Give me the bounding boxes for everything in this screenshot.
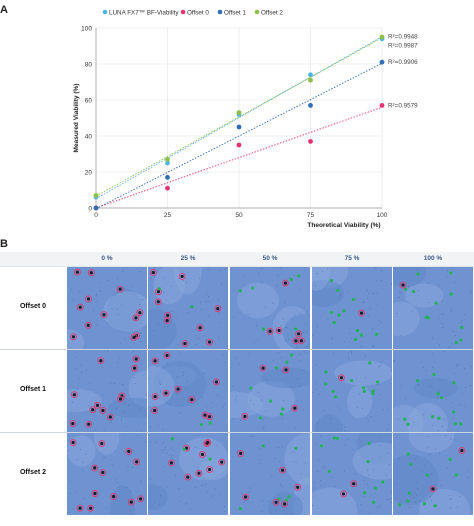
legend-entry: Offset 0: [187, 9, 209, 16]
micrograph-tile: [312, 267, 392, 349]
micrograph-cells: [393, 433, 473, 515]
data-point: [165, 175, 170, 180]
micrograph-tile: [230, 433, 310, 515]
row-label: Offset 1: [19, 386, 47, 393]
micrograph-tile: [148, 433, 228, 515]
y-tick-label: 40: [85, 133, 93, 140]
legend-marker: [217, 9, 223, 15]
micrograph-cells: [393, 267, 473, 348]
data-point: [308, 72, 313, 78]
data-point: [379, 59, 385, 65]
x-tick-label: 50: [235, 212, 243, 219]
data-point: [308, 103, 313, 108]
panel-b-label: B: [0, 238, 8, 250]
micrograph-tile: [230, 267, 310, 349]
legend-marker: [102, 9, 108, 15]
micrograph-cells: [148, 352, 227, 430]
micrograph-cells: [148, 267, 228, 349]
micrograph-tile: [67, 350, 147, 432]
x-tick-label: 100: [377, 212, 388, 219]
micrograph-cells: [312, 267, 392, 348]
column-header: 50 %: [262, 255, 278, 262]
x-axis-label: Theoretical Viability (%): [307, 222, 380, 229]
legend-marker: [254, 9, 260, 15]
micrograph-tile: [148, 350, 228, 432]
micrograph-cells: [393, 350, 473, 432]
y-tick-label: 0: [88, 205, 92, 212]
micrograph-tile: [393, 267, 473, 349]
data-point: [379, 34, 385, 40]
column-header: 75 %: [344, 255, 360, 262]
column-header: 25 %: [180, 255, 196, 262]
micrograph-cells: [148, 437, 228, 513]
y-tick-label: 20: [85, 169, 93, 176]
y-axis-label: Measured Viability (%): [73, 84, 80, 153]
trendline-1: [95, 106, 383, 209]
micrograph-cells: [312, 433, 392, 515]
micrograph-cells: [67, 433, 147, 515]
data-point: [165, 160, 170, 166]
legend-entry: Offset 1: [224, 9, 246, 16]
data-point: [308, 77, 313, 83]
grid-header: [0, 252, 474, 267]
micrograph-cells: [67, 268, 147, 349]
micrograph-tile: [230, 350, 310, 432]
data-point: [236, 142, 242, 148]
micrograph-tile: [393, 433, 473, 515]
data-point: [308, 139, 313, 144]
column-header: 100 %: [423, 255, 443, 262]
x-tick-label: 75: [307, 212, 315, 219]
row-separator: [0, 349, 474, 350]
row-label: Offset 0: [19, 303, 47, 310]
data-point: [379, 103, 385, 108]
row-label: Offset 2: [19, 469, 47, 476]
legend-marker: [180, 9, 186, 15]
column-header: 0 %: [101, 255, 113, 262]
data-point: [93, 205, 99, 211]
micrograph-cells: [230, 267, 310, 349]
micrograph-cells: [230, 433, 310, 515]
r2-label: R²=0.9906: [388, 59, 418, 66]
micrograph-tile: [393, 350, 473, 432]
x-tick-label: 25: [164, 212, 172, 219]
y-tick-label: 100: [81, 25, 92, 32]
trendline-0: [95, 36, 383, 200]
data-point: [93, 193, 99, 198]
legend-entry: LUNA FX7™ BF-Viability: [109, 9, 179, 16]
micrograph-cells: [67, 350, 147, 432]
data-point: [165, 185, 170, 191]
data-point: [165, 157, 170, 162]
r2-label: R²=0.9948: [388, 33, 418, 40]
microscopy-image-grid: 0 % 25 % 50 % 75 % 100 % Offset 0 Offset 1 Offs…: [0, 252, 474, 526]
micrograph-tile: [148, 267, 228, 349]
micrograph-tile: [312, 350, 392, 432]
data-point: [236, 110, 242, 115]
data-point: [236, 124, 242, 130]
trendline-3: [95, 37, 383, 197]
panel-a-label: A: [0, 4, 8, 16]
micrograph-tile: [67, 433, 147, 515]
y-tick-label: 80: [85, 61, 93, 68]
trendline-2: [95, 62, 383, 210]
y-tick-label: 60: [85, 97, 93, 104]
r2-label: R²=0.9579: [388, 102, 418, 109]
x-tick-label: 0: [94, 212, 98, 219]
micrograph-cells: [312, 350, 392, 432]
legend-entry: Offset 2: [261, 9, 283, 16]
row-separator: [0, 432, 474, 433]
micrograph-tile: [67, 267, 147, 349]
r2-label: R²=0.9987: [388, 42, 418, 49]
micrograph-cells: [230, 351, 310, 430]
micrograph-tile: [312, 433, 392, 515]
viability-scatter-chart: 0 25 50 75 100 0 20 40 60 80 100 Theoretical Viabil…: [73, 9, 418, 229]
